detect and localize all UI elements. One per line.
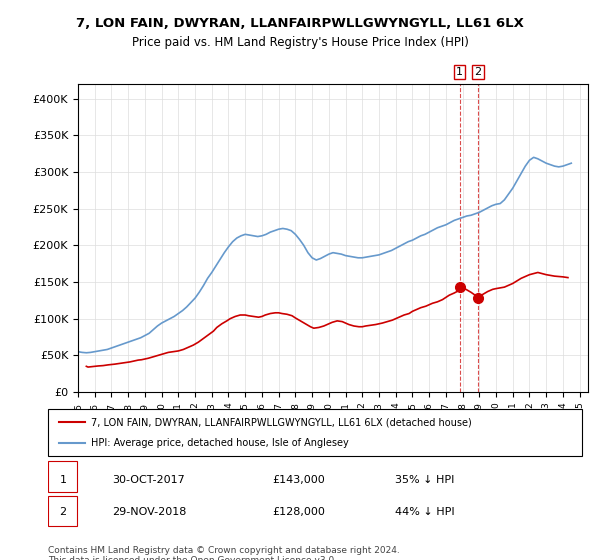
Text: 7, LON FAIN, DWYRAN, LLANFAIRPWLLGWYNGYLL, LL61 6LX: 7, LON FAIN, DWYRAN, LLANFAIRPWLLGWYNGYL… — [76, 17, 524, 30]
Text: Contains HM Land Registry data © Crown copyright and database right 2024.
This d: Contains HM Land Registry data © Crown c… — [48, 546, 400, 560]
Text: 2: 2 — [475, 67, 482, 77]
FancyBboxPatch shape — [48, 496, 77, 526]
Text: £128,000: £128,000 — [272, 507, 325, 517]
Text: 7, LON FAIN, DWYRAN, LLANFAIRPWLLGWYNGYLL, LL61 6LX (detached house): 7, LON FAIN, DWYRAN, LLANFAIRPWLLGWYNGYL… — [91, 417, 472, 427]
FancyBboxPatch shape — [48, 409, 582, 456]
Text: 29-NOV-2018: 29-NOV-2018 — [112, 507, 187, 517]
Text: HPI: Average price, detached house, Isle of Anglesey: HPI: Average price, detached house, Isle… — [91, 438, 349, 448]
Text: £143,000: £143,000 — [272, 474, 325, 484]
Text: 35% ↓ HPI: 35% ↓ HPI — [395, 474, 454, 484]
FancyBboxPatch shape — [48, 461, 77, 492]
Text: Price paid vs. HM Land Registry's House Price Index (HPI): Price paid vs. HM Land Registry's House … — [131, 36, 469, 49]
Text: 44% ↓ HPI: 44% ↓ HPI — [395, 507, 455, 517]
Text: 1: 1 — [456, 67, 463, 77]
Text: 1: 1 — [59, 474, 67, 484]
Text: 2: 2 — [59, 507, 67, 517]
Text: 30-OCT-2017: 30-OCT-2017 — [112, 474, 185, 484]
